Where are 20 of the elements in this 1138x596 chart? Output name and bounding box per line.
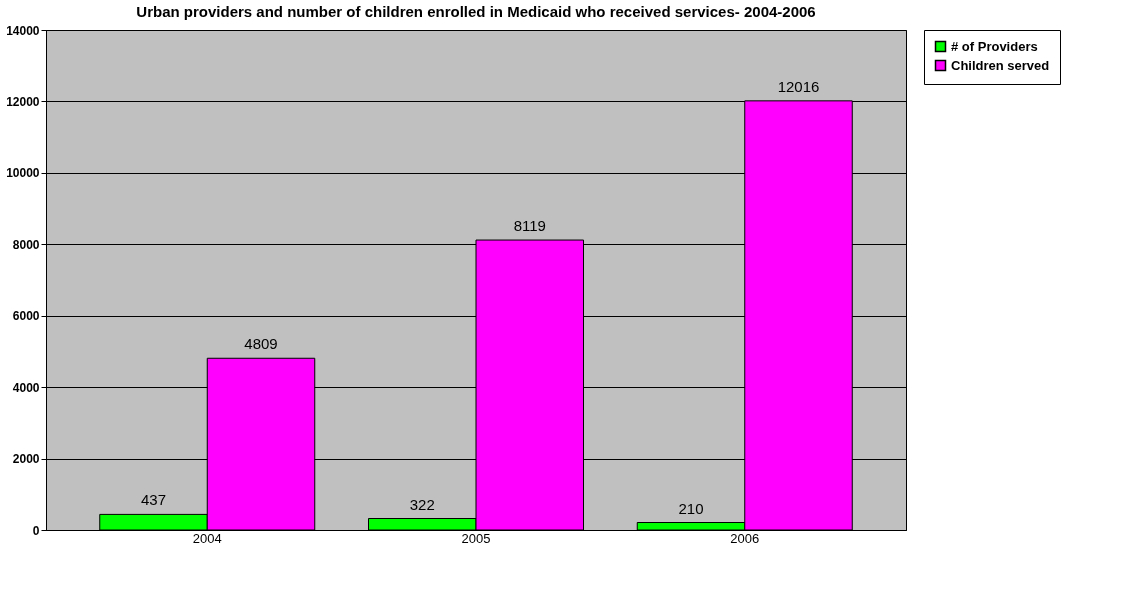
data-label: 4809 bbox=[244, 335, 278, 353]
legend-label: # of Providers bbox=[951, 38, 1038, 54]
legend-label: Children served bbox=[951, 57, 1050, 73]
data-label: 12016 bbox=[777, 77, 820, 95]
y-tick-label: 10000 bbox=[6, 166, 40, 181]
data-label: 322 bbox=[409, 495, 435, 513]
y-tick-label: 12000 bbox=[6, 94, 40, 109]
y-tick-label: 14000 bbox=[6, 23, 40, 38]
y-tick-label: 6000 bbox=[12, 309, 40, 324]
data-label: 210 bbox=[678, 499, 704, 517]
x-tick-label: 2005 bbox=[461, 530, 491, 546]
y-tick-label: 4000 bbox=[12, 380, 40, 395]
chart-title: Urban providers and number of children enrolled in Medicaid who received services- 2004-2006 bbox=[136, 3, 816, 20]
x-tick-label: 2006 bbox=[730, 530, 760, 546]
data-label: 8119 bbox=[513, 217, 546, 235]
y-tick-label: 8000 bbox=[12, 237, 40, 252]
data-label: 437 bbox=[140, 491, 167, 509]
y-tick-label: 0 bbox=[32, 523, 40, 538]
y-tick-label: 2000 bbox=[12, 452, 40, 467]
x-tick-label: 2004 bbox=[192, 530, 222, 546]
